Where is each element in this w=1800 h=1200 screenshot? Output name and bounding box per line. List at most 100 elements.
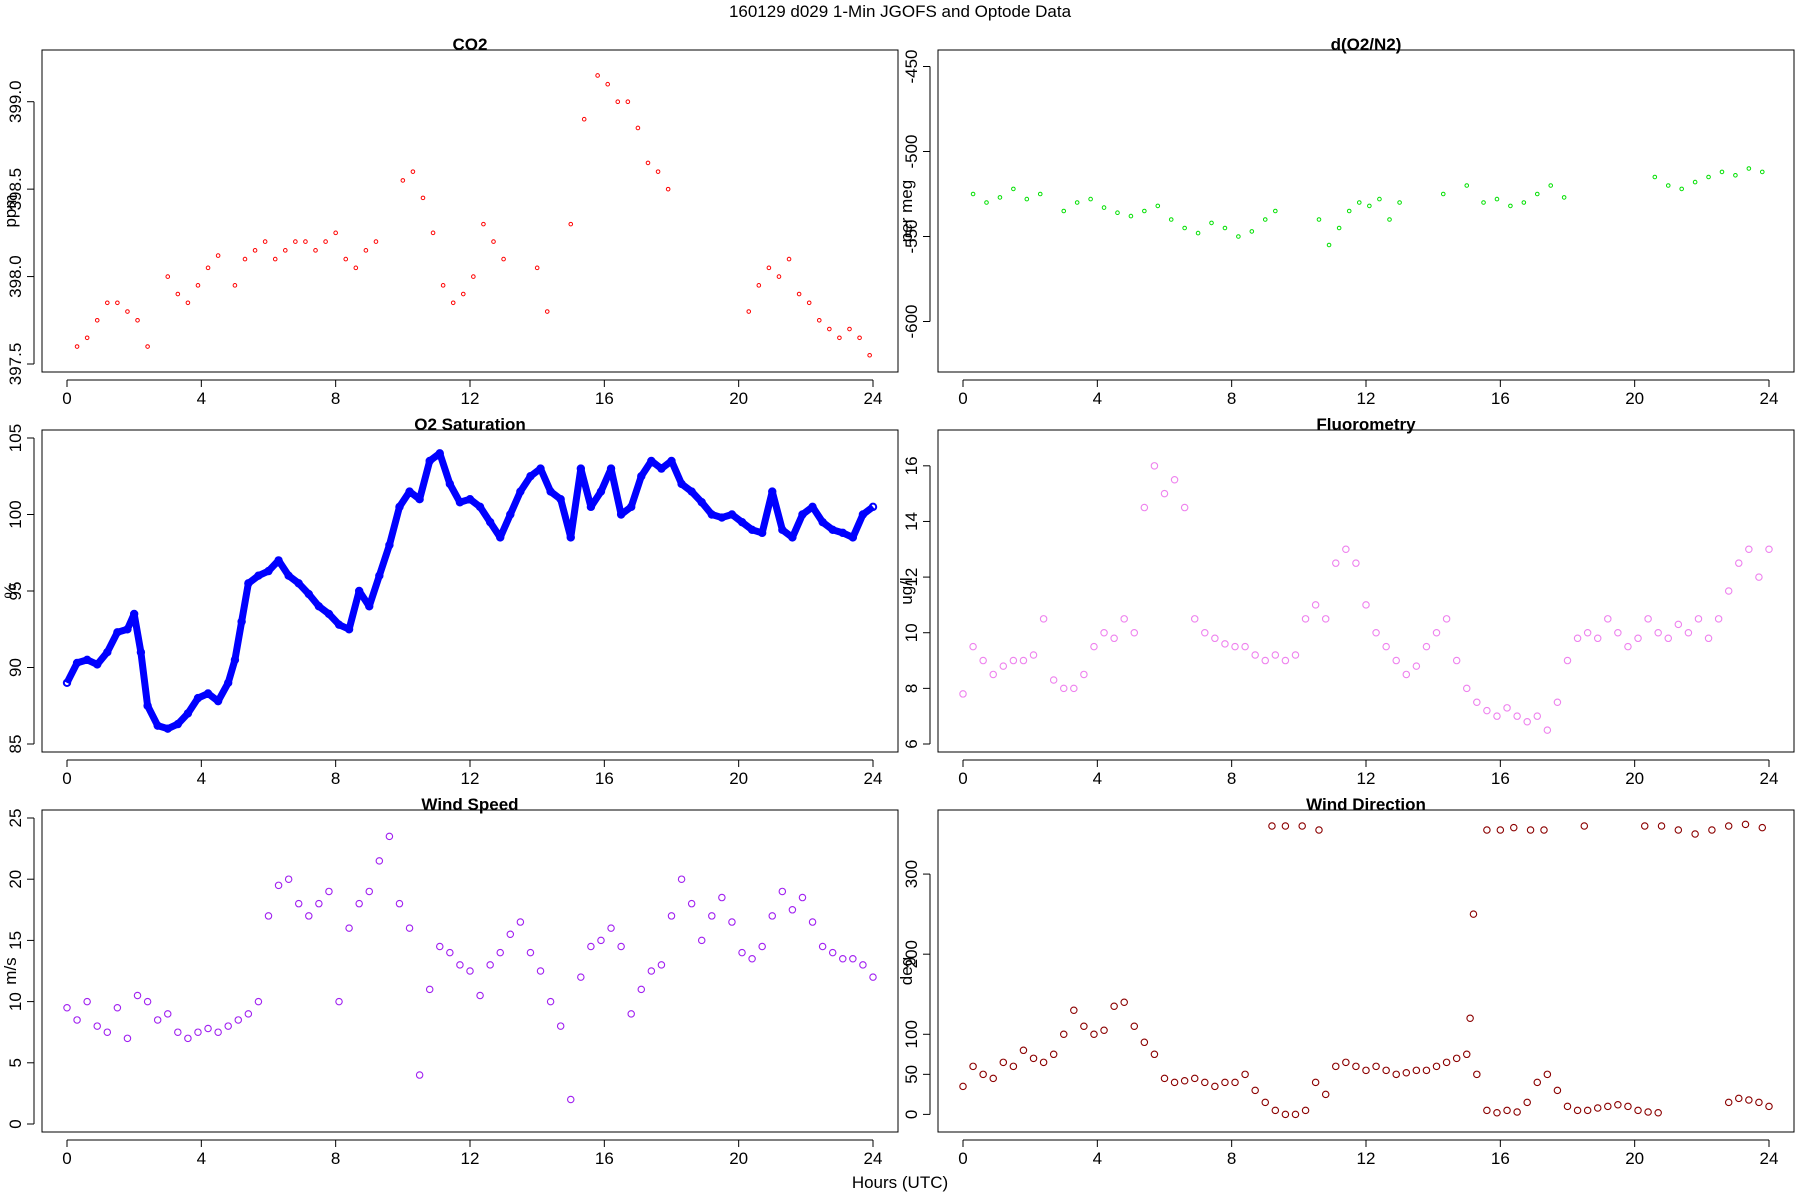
data-point — [343, 256, 349, 262]
data-point — [103, 1028, 112, 1036]
data-point — [1674, 620, 1683, 629]
data-point — [556, 1022, 565, 1030]
figure-x-axis-label: Hours (UTC) — [852, 1173, 948, 1192]
data-point — [304, 589, 313, 599]
data-point — [768, 912, 776, 920]
data-point — [1493, 1109, 1501, 1117]
panel-co2: CO2 ppm — [1, 35, 899, 373]
data-point — [847, 326, 852, 332]
data-point — [1543, 726, 1552, 734]
x-tick-label: 20 — [1625, 1149, 1644, 1168]
data-point — [1024, 196, 1030, 202]
data-point — [501, 256, 506, 262]
panel-wdir-y-label: deg — [897, 957, 916, 985]
data-point — [999, 662, 1008, 670]
data-point — [1070, 684, 1078, 693]
data-point — [1150, 1050, 1159, 1059]
y-tick-label: 50 — [902, 1065, 921, 1084]
data-point — [1652, 174, 1658, 180]
y-tick-label: -550 — [902, 219, 921, 253]
panel-wspd-title: Wind Speed — [421, 795, 518, 814]
data-point — [63, 1003, 71, 1012]
data-point — [859, 961, 867, 969]
x-tick-label: 4 — [197, 1149, 206, 1168]
data-point — [758, 942, 766, 951]
data-point — [194, 1028, 202, 1036]
data-point — [481, 221, 486, 227]
data-point — [1694, 615, 1703, 623]
data-point — [353, 265, 359, 271]
data-point — [1510, 823, 1518, 832]
figure-title: 160129 d029 1-Min JGOFS and Optode Data — [729, 2, 1072, 21]
data-point — [1614, 1101, 1622, 1109]
panel-do2n2: d(O2/N2) per meg — [897, 35, 1795, 373]
data-point — [193, 693, 203, 703]
data-point — [94, 317, 100, 323]
data-point — [788, 906, 797, 914]
data-point — [274, 556, 283, 565]
data-point — [1387, 217, 1392, 222]
panel-fluoro-marks: 0 4 8 12 16 20 24 6 8 10 12 14 16 — [902, 456, 1778, 788]
data-point — [737, 517, 747, 527]
data-point — [1281, 1110, 1290, 1119]
panel-o2sat: O2 Saturation % — [1, 415, 899, 753]
data-point — [1580, 822, 1589, 830]
x-tick-label: 4 — [197, 389, 206, 408]
data-point — [776, 274, 782, 279]
data-point — [645, 160, 651, 166]
data-point — [1140, 1038, 1149, 1047]
data-point — [1221, 1078, 1229, 1087]
data-point — [566, 1095, 575, 1104]
data-point — [1765, 1102, 1773, 1111]
data-point — [164, 1010, 172, 1018]
data-point — [687, 487, 696, 496]
data-point — [1745, 545, 1753, 554]
data-point — [125, 309, 130, 314]
data-point — [806, 300, 812, 306]
data-point — [516, 487, 525, 496]
data-point — [1271, 1106, 1280, 1115]
panel-do2n2-frame — [937, 49, 1795, 373]
data-point — [410, 169, 416, 174]
data-point — [1561, 195, 1567, 200]
data-point — [1332, 1062, 1340, 1071]
data-point — [717, 513, 727, 522]
data-point — [475, 502, 485, 512]
data-point — [1180, 503, 1189, 512]
data-point — [1755, 573, 1763, 581]
data-point — [818, 517, 827, 527]
data-point — [1291, 651, 1300, 659]
data-point — [1452, 1054, 1461, 1063]
data-point — [485, 517, 495, 527]
data-point — [625, 99, 631, 105]
x-tick-label: 20 — [729, 769, 748, 788]
data-point — [1708, 826, 1716, 834]
data-point — [1392, 656, 1400, 665]
panel-do2n2-marks: 0 4 8 12 16 20 24 -600 -550 -500 -450 — [902, 49, 1778, 408]
data-point — [1009, 656, 1018, 665]
data-point — [979, 1070, 987, 1079]
data-point — [145, 344, 150, 349]
data-point — [1311, 601, 1320, 609]
data-point — [1604, 1102, 1612, 1111]
x-tick-label: 16 — [595, 389, 614, 408]
data-point — [405, 487, 414, 496]
data-point — [677, 875, 686, 883]
data-point — [536, 464, 545, 473]
y-tick-label: 300 — [902, 860, 921, 888]
data-point — [1271, 651, 1280, 659]
data-point — [205, 265, 211, 271]
panel-wdir-marks: 0 4 8 12 16 20 24 0 50 100 200 300 — [902, 820, 1778, 1168]
data-point — [1251, 651, 1259, 659]
data-point — [375, 571, 384, 580]
data-point — [446, 948, 454, 957]
data-point — [544, 309, 550, 314]
data-point — [1464, 183, 1470, 188]
data-point — [756, 283, 762, 288]
data-point — [284, 571, 293, 580]
y-tick-label: 10 — [6, 992, 25, 1011]
data-point — [1088, 196, 1093, 202]
data-point — [430, 230, 436, 236]
data-point — [1221, 640, 1229, 648]
